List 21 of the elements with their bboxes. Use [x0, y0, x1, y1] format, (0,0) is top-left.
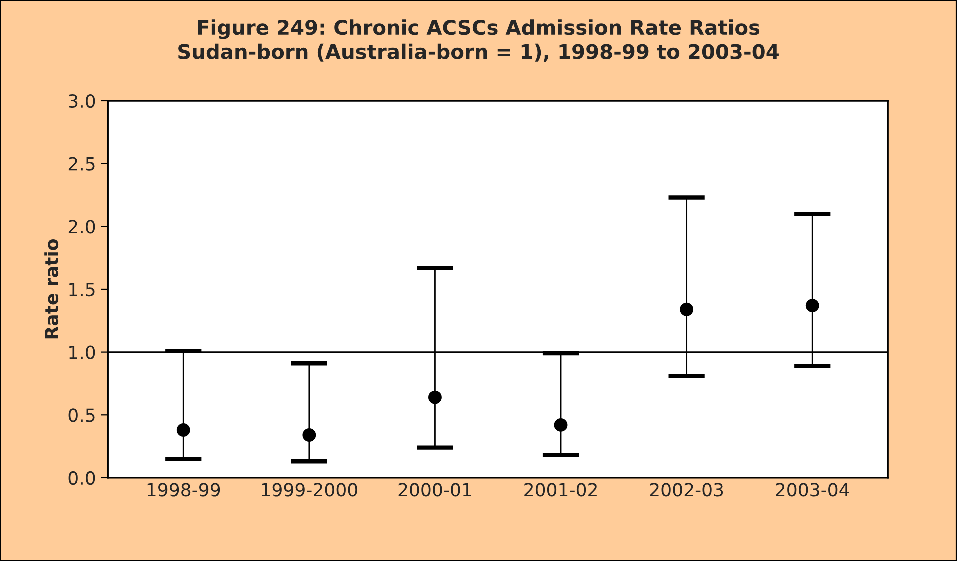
y-tick-label: 2.5 — [68, 157, 95, 171]
x-tick-label: 1999-2000 — [262, 483, 358, 497]
x-tick-label: 1998-99 — [148, 483, 220, 497]
y-tick-label: 0.5 — [68, 408, 95, 422]
y-axis-title: Rate ratio — [44, 239, 59, 339]
y-tick-label: 1.0 — [70, 346, 96, 360]
y-tick-label: 1.5 — [70, 283, 95, 297]
x-tick-label: 2003-04 — [776, 483, 850, 497]
x-tick-label: 2000-01 — [398, 483, 472, 497]
point — [176, 424, 190, 437]
point — [302, 428, 316, 442]
y-tick-label: 3.0 — [69, 94, 96, 108]
x-tick-label: 2001-02 — [524, 483, 597, 497]
x-tick-label: 2002-03 — [650, 483, 724, 497]
point — [806, 299, 820, 313]
point — [428, 390, 442, 404]
point — [680, 302, 694, 316]
point — [554, 418, 568, 432]
y-tick-label: 0.0 — [68, 471, 96, 486]
chart-title: Figure 249: Chronic ACSCs Admission Rate Ratios Sudan-born (Australia-born = 1), 1998-99 to 2003-04 — [178, 20, 779, 62]
y-tick-label: 2.0 — [68, 220, 96, 234]
